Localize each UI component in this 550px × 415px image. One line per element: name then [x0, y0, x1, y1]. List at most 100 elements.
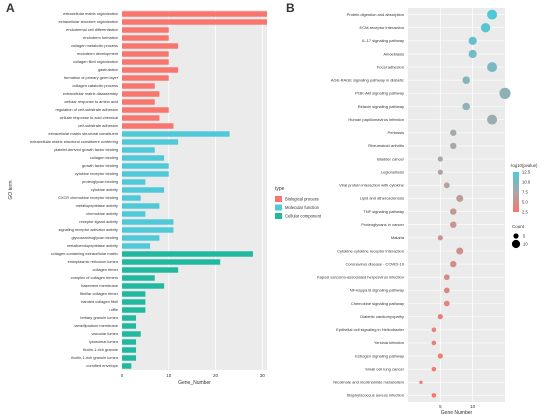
category-label: endodermal cell differentiation [66, 27, 118, 32]
bar [122, 235, 160, 241]
size-legend-dot [511, 239, 521, 249]
bar [122, 107, 169, 113]
bar [122, 75, 169, 81]
category-label: cellular response to amino acid [64, 99, 118, 104]
data-point [443, 274, 450, 281]
pathway-label: Diabetic cardiomyopathy [360, 314, 404, 319]
legend-swatch [275, 196, 282, 202]
bar [122, 115, 160, 121]
category-label: regulation of cell-substrate adhesion [55, 107, 118, 112]
bar [122, 155, 165, 161]
bar [122, 331, 141, 337]
category-label: banded collagen fibril [81, 299, 118, 304]
bar [122, 123, 174, 129]
data-point [419, 380, 423, 384]
category-label: tertiary granule lumen [80, 315, 118, 320]
pathway-label: Viral protein interaction with cytokine [339, 183, 405, 188]
data-point [487, 114, 498, 125]
pathway-label: Chemokine signaling pathway [351, 301, 404, 306]
category-label: endoderm development [77, 51, 119, 56]
data-point [431, 393, 437, 398]
color-legend-tick: 2.5 [522, 210, 528, 215]
bar [122, 203, 160, 209]
data-point [450, 260, 457, 268]
size-legend-label: 5 [523, 234, 526, 239]
category-label: complex of collagen trimers [71, 275, 118, 280]
data-point [487, 62, 498, 73]
data-point [462, 76, 471, 85]
pathway-label: Proteoglycans in cancer [361, 222, 404, 227]
pathway-label: Epithelial cell signaling in Helicobacte… [336, 327, 404, 332]
color-bar [513, 172, 519, 212]
bar [122, 67, 179, 73]
bar [122, 83, 155, 89]
category-label: lamellipodium membrane [75, 323, 118, 328]
x-tick-label: 30 [260, 373, 266, 378]
pathway-label: Small cell lung cancer [365, 366, 405, 371]
bar [122, 283, 165, 289]
data-point [443, 300, 450, 307]
bar [122, 355, 137, 361]
legend-label: Biological process [285, 197, 319, 202]
category-label: chemokine activity [86, 211, 118, 216]
size-legend-label: 10 [523, 242, 528, 247]
color-legend-tick: 7.5 [522, 190, 528, 195]
category-label: formation of primary germ layer [64, 75, 119, 80]
bar [122, 195, 141, 201]
pathway-label: NF-kappa B signaling pathway [350, 288, 404, 293]
category-label: collagen binding [90, 155, 118, 160]
category-label: receptor ligand activity [79, 219, 118, 224]
pathway-label: Focal adhesion [377, 64, 404, 69]
color-legend-tick: 12.5 [522, 170, 531, 175]
category-label: collagen fibril organization [73, 59, 118, 64]
category-label: cornified envelope [86, 363, 118, 368]
pathway-label: Relaxin signaling pathway [358, 104, 404, 109]
legend-swatch [275, 213, 282, 219]
legend-swatch [275, 204, 282, 211]
data-point [456, 247, 464, 255]
category-label: endoderm formation [83, 35, 118, 40]
data-point [431, 327, 437, 333]
category-label: signaling receptor activator activity [59, 227, 119, 232]
category-label: endoplasmic reticulum lumen [68, 259, 118, 264]
pathway-label: Staphylococcus aureus infection [347, 393, 404, 398]
bar [122, 179, 146, 185]
data-point [437, 314, 443, 320]
x-tick-label: 0 [121, 373, 124, 378]
bar [122, 243, 151, 249]
bar [122, 187, 165, 193]
category-label: glycosaminoglycan binding [72, 235, 119, 240]
data-point [480, 23, 491, 33]
data-point [431, 366, 437, 372]
bar [122, 211, 146, 217]
bar [122, 171, 169, 177]
bar [122, 43, 179, 49]
pathway-label: Malaria [391, 235, 405, 240]
bar [122, 227, 174, 233]
bar [122, 219, 174, 225]
pathway-label: Coronavirus disease - COVID-19 [346, 261, 405, 266]
bar [122, 35, 169, 41]
data-point [450, 221, 457, 228]
pathway-label: Cytokine-cytokine receptor interaction [337, 248, 404, 253]
pathway-label: Bladder cancer [377, 156, 405, 161]
bar [122, 99, 155, 105]
pathway-label: Nicotinate and nicotinamide metabolism [333, 380, 404, 385]
data-point [450, 208, 457, 215]
pathway-label: PI3K-Akt signaling pathway [355, 91, 404, 96]
bar [122, 11, 267, 17]
category-label: basement membrane [81, 283, 118, 288]
panel-b-dot-plot: Protein digestion and absorption ECM-rece… [317, 8, 538, 415]
bar [122, 51, 169, 57]
category-label: cytokine activity [91, 187, 118, 192]
bar [122, 291, 146, 297]
category-label: collagen catabolic process [72, 83, 118, 88]
x-tick-label: 5 [439, 404, 442, 409]
pathway-label: AGE-RAGE signaling pathway in diabetic [331, 78, 404, 83]
category-label: ficolin-1-rich granule lumen [71, 355, 118, 360]
bar [122, 259, 221, 265]
legend-title: type [275, 186, 285, 192]
x-tick-label: 10 [470, 404, 476, 409]
category-label: extracellular matrix structural constitu… [48, 131, 119, 136]
bar [122, 251, 253, 257]
